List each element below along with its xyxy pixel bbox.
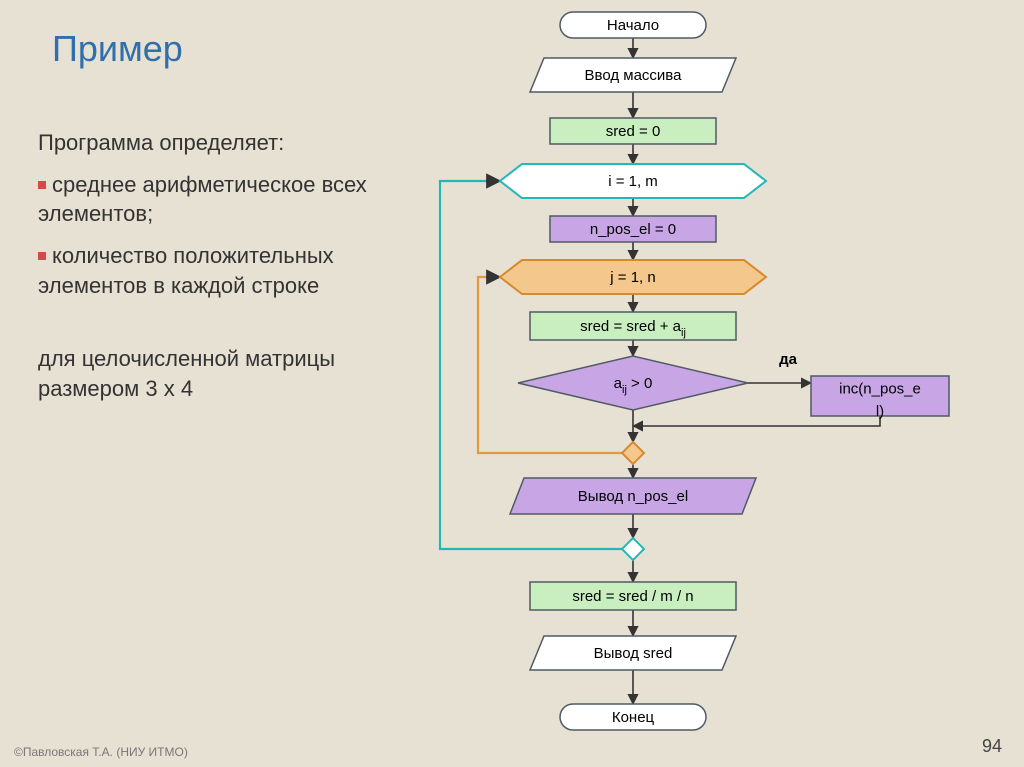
- svg-text:l): l): [876, 403, 884, 420]
- label-start: Начало: [607, 17, 659, 34]
- svg-text:да: да: [779, 351, 798, 368]
- label-out_npos: Вывод n_pos_el: [578, 488, 688, 505]
- node-merge_j: [622, 442, 644, 464]
- label-inc: inc(n_pos_e: [839, 380, 921, 397]
- flowchart: Начало Ввод массива sred = 0 i = 1, m n_pos_…: [0, 0, 1024, 767]
- footer: ©Павловская Т.А. (НИУ ИТМО): [14, 745, 188, 759]
- label-npos0: n_pos_el = 0: [590, 221, 676, 238]
- label-loop_i: i = 1, m: [608, 173, 658, 190]
- label-sred_div: sred = sred / m / n: [572, 588, 693, 605]
- node-merge_i: [622, 538, 644, 560]
- label-sred0: sred = 0: [606, 123, 661, 140]
- slide-root: Пример Программа определяет: среднее ари…: [0, 0, 1024, 767]
- label-end: Конец: [612, 709, 655, 726]
- label-loop_j: j = 1, n: [609, 269, 655, 286]
- label-input_arr: Ввод массива: [585, 67, 683, 84]
- label-out_sred: Вывод sred: [594, 645, 673, 662]
- page-number: 94: [982, 736, 1002, 757]
